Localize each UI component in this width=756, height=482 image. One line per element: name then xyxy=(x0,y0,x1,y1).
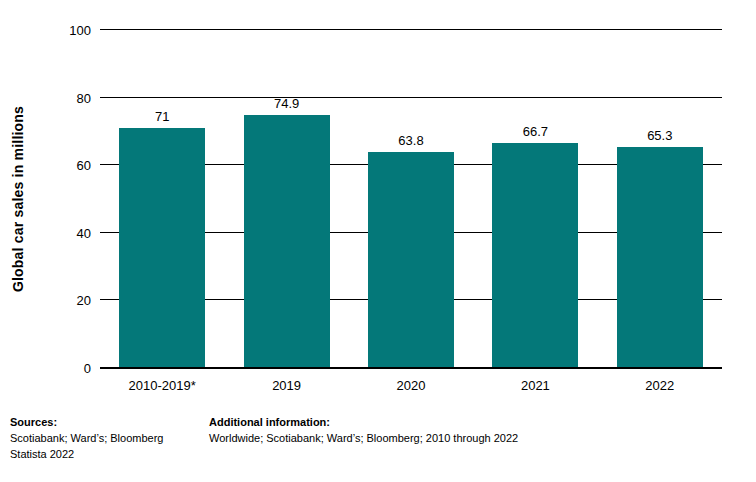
y-axis-title: Global car sales in millions xyxy=(10,29,26,369)
plot-area: 020406080100712010-2019*74.9201963.82020… xyxy=(100,30,722,368)
y-tick-label: 60 xyxy=(49,158,91,173)
additional-info-block: Additional information: Worldwide; Scoti… xyxy=(209,414,746,462)
bar-value-label: 71 xyxy=(100,110,224,123)
bar-value-label: 74.9 xyxy=(224,97,348,110)
bar xyxy=(119,128,205,368)
y-tick-label: 20 xyxy=(49,293,91,308)
bar-slot: 712010-2019* xyxy=(100,30,224,368)
bar xyxy=(368,152,454,368)
bar-value-label: 65.3 xyxy=(598,129,722,142)
footer: Sources: Scotiabank; Ward’s; Bloomberg S… xyxy=(10,414,746,462)
x-tick-label: 2010-2019* xyxy=(100,378,224,393)
sources-block: Sources: Scotiabank; Ward’s; Bloomberg S… xyxy=(10,414,209,462)
bar-slot: 65.32022 xyxy=(598,30,722,368)
y-tick-label: 40 xyxy=(49,225,91,240)
x-tick-label: 2021 xyxy=(473,378,597,393)
bar xyxy=(492,143,578,368)
y-tick-label: 80 xyxy=(49,90,91,105)
bar-slot: 66.72021 xyxy=(473,30,597,368)
bar-slot: 63.82020 xyxy=(349,30,473,368)
x-tick-label: 2019 xyxy=(224,378,348,393)
sources-label: Sources: xyxy=(10,414,209,430)
bar-slot: 74.92019 xyxy=(224,30,348,368)
additional-info-text: Worldwide; Scotiabank; Ward’s; Bloomberg… xyxy=(209,430,746,446)
x-tick-label: 2020 xyxy=(349,378,473,393)
chart-canvas: Global car sales in millions 02040608010… xyxy=(0,0,756,482)
y-tick-label: 100 xyxy=(49,23,91,38)
x-axis-line xyxy=(100,367,722,369)
statista-credit: Statista 2022 xyxy=(10,446,209,462)
sources-line: Scotiabank; Ward’s; Bloomberg xyxy=(10,430,209,446)
bar-value-label: 63.8 xyxy=(349,134,473,147)
bar xyxy=(617,147,703,368)
y-tick-label: 0 xyxy=(49,361,91,376)
bar xyxy=(244,115,330,368)
bar-value-label: 66.7 xyxy=(473,125,597,138)
additional-info-label: Additional information: xyxy=(209,414,746,430)
x-tick-label: 2022 xyxy=(598,378,722,393)
